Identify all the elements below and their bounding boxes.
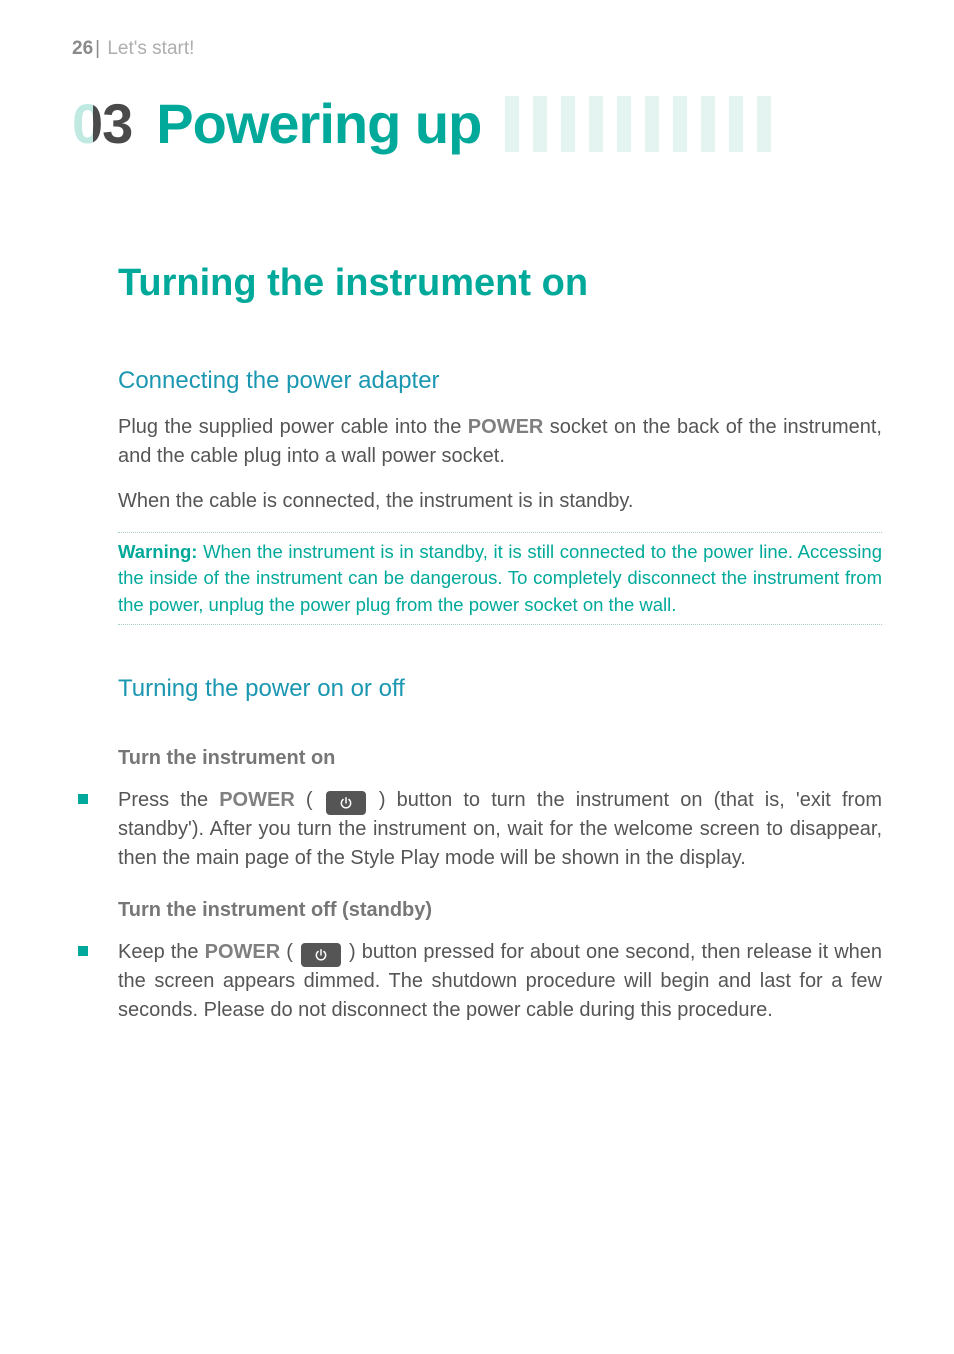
keyword-power: POWER — [468, 416, 544, 438]
keyword-power: POWER — [205, 941, 281, 963]
subheading-turning-power: Turning the power on or off — [118, 675, 882, 703]
paragraph-standby: When the cable is connected, the instrum… — [118, 487, 882, 516]
h4-turn-off: Turn the instrument off (standby) — [118, 899, 882, 922]
warning-label: Warning: — [118, 541, 197, 562]
power-button-icon — [301, 943, 341, 967]
bullet-turn-off: Keep the POWER ( ) button pressed for ab… — [118, 938, 882, 1025]
keyword-power: POWER — [219, 789, 295, 811]
chapter-title: Powering up — [156, 96, 481, 152]
power-button-icon — [326, 791, 366, 815]
bullet-square-icon — [78, 946, 88, 956]
part-label: Let's start! — [107, 38, 194, 59]
paragraph-plug-cable: Plug the supplied power cable into the P… — [118, 413, 882, 471]
section-title: Turning the instrument on — [118, 262, 882, 305]
bullet-square-icon — [78, 794, 88, 804]
chapter-number: 03 — [72, 96, 132, 152]
warning-box: Warning: When the instrument is in stand… — [118, 532, 882, 625]
running-header: 26| Let's start! — [72, 38, 882, 60]
header-separator: | — [93, 38, 102, 59]
decorative-stripes — [505, 96, 882, 152]
content-block-1: Connecting the power adapter Plug the su… — [118, 367, 882, 1025]
page-number: 26 — [72, 38, 93, 59]
chapter-heading-row: 03 Powering up — [72, 96, 882, 152]
h4-turn-on: Turn the instrument on — [118, 747, 882, 770]
bullet-turn-on: Press the POWER ( ) button to turn the i… — [118, 786, 882, 873]
subheading-connecting: Connecting the power adapter — [118, 367, 882, 395]
warning-text: When the instrument is in standby, it is… — [118, 541, 882, 615]
